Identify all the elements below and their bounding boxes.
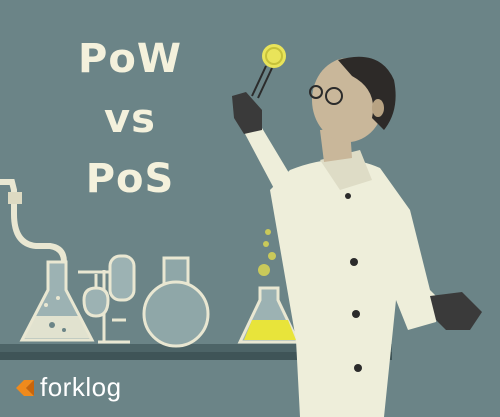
- scientist: [232, 56, 482, 417]
- retort-stand: [78, 254, 136, 344]
- coin-icon: [262, 44, 286, 68]
- title-pow: PoW: [78, 36, 182, 82]
- title-vs: vs: [104, 96, 156, 142]
- erlenmeyer-flask: [19, 260, 95, 342]
- brand-name: forklog: [40, 372, 122, 402]
- round-bottom-flask: [142, 256, 210, 348]
- pipe-joint: [8, 192, 22, 204]
- forklog-logo: forklog: [14, 372, 122, 403]
- lab-pipe: [0, 179, 67, 273]
- forklog-logo-icon: [16, 379, 34, 396]
- title-pos: PoS: [85, 156, 175, 202]
